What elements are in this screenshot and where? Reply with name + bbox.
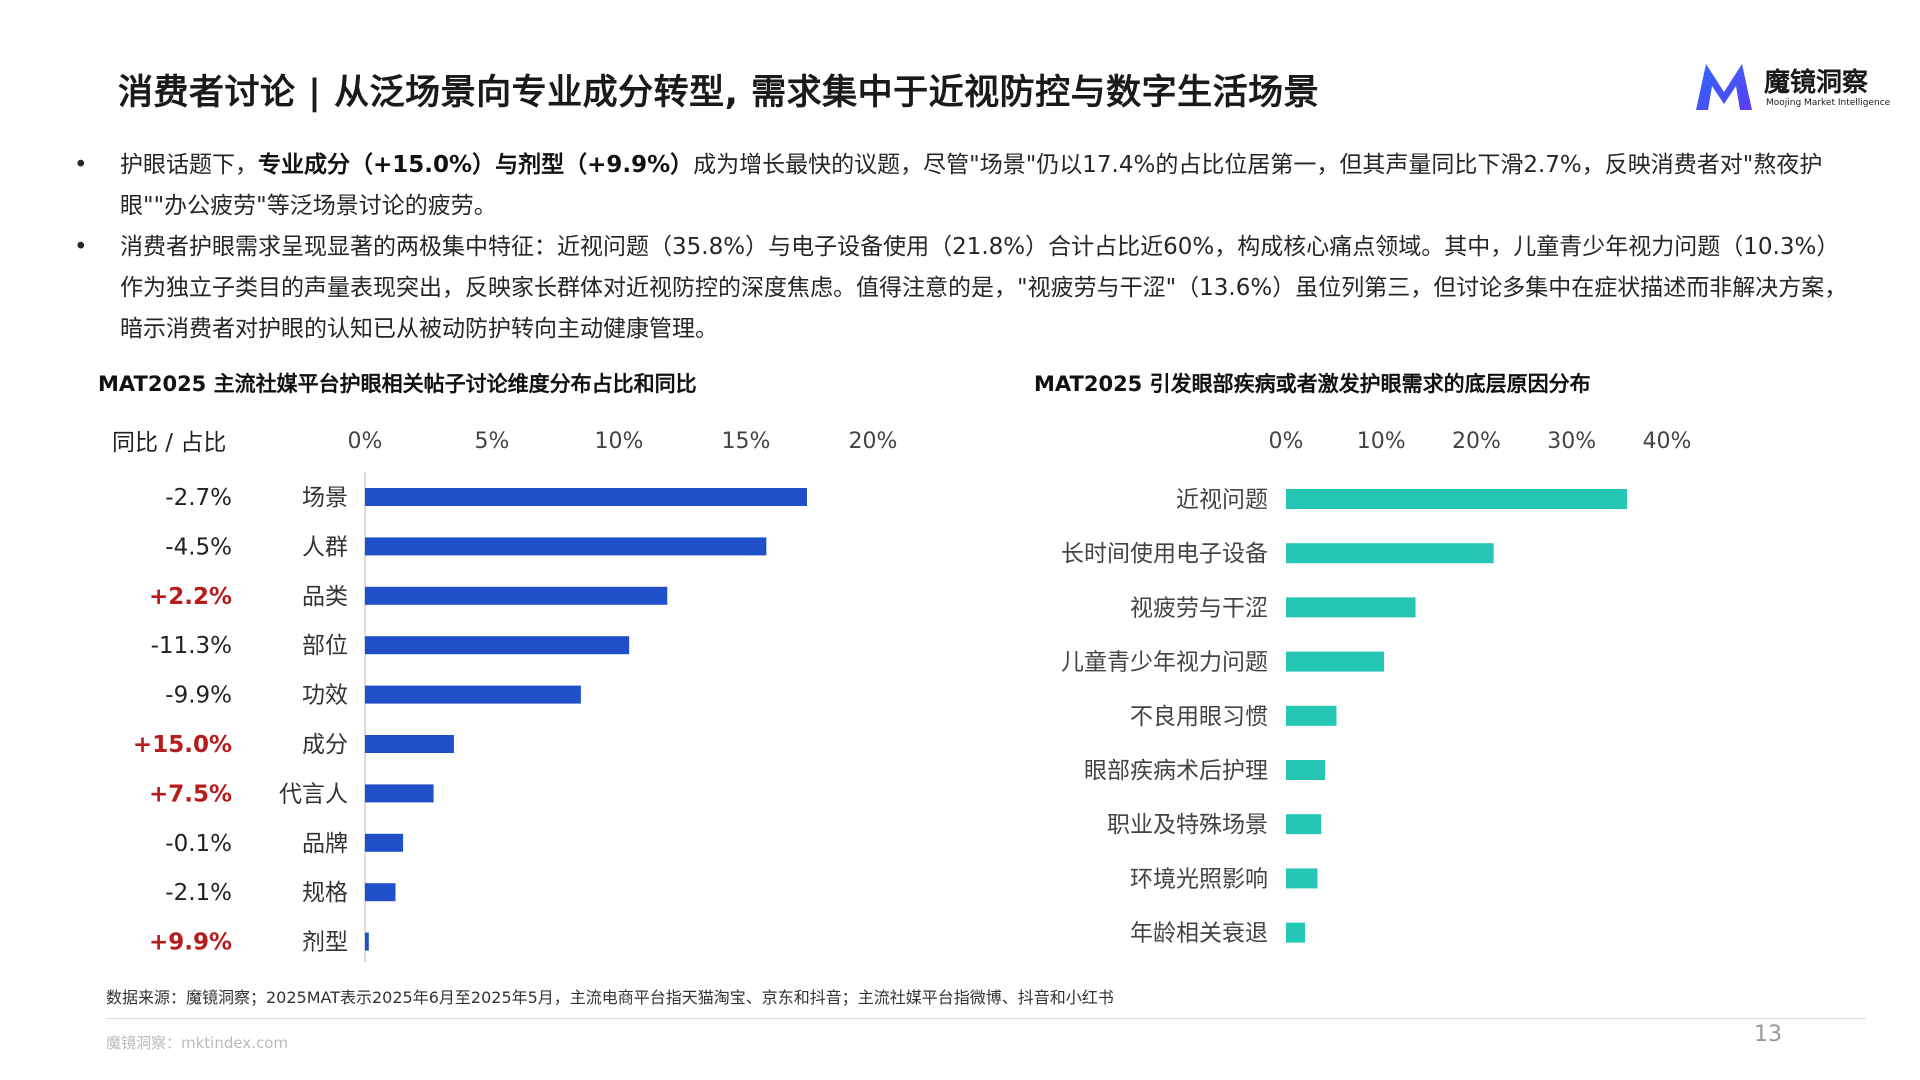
- category-label-right: 眼部疾病术后护理: [1084, 758, 1268, 784]
- category-label-left: 品牌: [302, 831, 348, 857]
- bar-left: [365, 488, 807, 506]
- category-label-right: 近视问题: [1176, 487, 1268, 513]
- bar-left: [365, 883, 396, 902]
- bar-left: [365, 932, 369, 951]
- yoy-label: +2.2%: [149, 584, 232, 610]
- category-label-left: 品类: [302, 584, 348, 610]
- category-label-right: 儿童青少年视力问题: [1061, 650, 1268, 676]
- x-tick-label-right: 40%: [1643, 429, 1692, 454]
- yoy-label: -4.5%: [165, 534, 232, 560]
- bar-right: [1286, 651, 1385, 672]
- x-tick-label-right: 30%: [1547, 429, 1596, 454]
- category-label-left: 成分: [302, 732, 348, 758]
- x-tick-label-right: 0%: [1269, 429, 1304, 454]
- bar-right: [1286, 760, 1326, 780]
- bar-left: [365, 586, 668, 605]
- footer-site: 魔镜洞察：mktindex.com: [106, 1034, 289, 1052]
- yoy-label: -11.3%: [151, 633, 232, 659]
- brand-logo: 魔镜洞察 Moojing Market Intelligence: [1692, 58, 1890, 114]
- yoy-label: +9.9%: [149, 930, 232, 956]
- category-label-right: 环境光照影响: [1130, 866, 1268, 892]
- page-title: 消费者讨论 | 从泛场景向专业成分转型, 需求集中于近视防控与数字生活场景: [118, 73, 1320, 113]
- category-label-left: 部位: [302, 633, 348, 659]
- x-tick-label-right: 10%: [1357, 429, 1406, 454]
- x-tick-label-right: 20%: [1452, 429, 1501, 454]
- bar-right: [1286, 922, 1306, 943]
- bar-left: [365, 784, 434, 803]
- logo-tagline: Moojing Market Intelligence: [1766, 98, 1891, 108]
- bullet-dot: •: [74, 234, 88, 260]
- bar-right: [1286, 543, 1494, 564]
- category-label-left: 代言人: [279, 781, 348, 807]
- footer-divider: [106, 1018, 1866, 1019]
- yoy-label: +7.5%: [149, 781, 232, 807]
- category-label-right: 职业及特殊场景: [1107, 812, 1268, 838]
- bullet-text-lead: 消费者护眼需求呈现显著的两极集中特征：近视问题（35.8%）与电子设备使用（21…: [120, 234, 1848, 342]
- bar-left: [365, 833, 404, 852]
- bullet-item: • 消费者护眼需求呈现显著的两极集中特征：近视问题（35.8%）与电子设备使用（…: [70, 227, 1850, 350]
- category-label-right: 年龄相关衰退: [1130, 921, 1268, 947]
- page-number: 13: [1754, 1022, 1782, 1047]
- yoy-label: -2.1%: [165, 880, 232, 906]
- bullet-item: • 护眼话题下，专业成分（+15.0%）与剂型（+9.9%）成为增长最快的议题，…: [70, 145, 1850, 227]
- bullet-text-bold: 专业成分（+15.0%）与剂型（+9.9%）: [258, 152, 694, 178]
- bar-right: [1286, 814, 1322, 835]
- x-tick-label-left: 15%: [722, 429, 771, 454]
- bar-left: [365, 685, 581, 704]
- bar-right: [1286, 705, 1337, 726]
- x-tick-label-left: 10%: [595, 429, 644, 454]
- bar-left: [365, 537, 767, 556]
- bar-right: [1286, 489, 1627, 509]
- category-label-right: 不良用眼习惯: [1130, 704, 1268, 730]
- chart-title-right: MAT2025 引发眼部疾病或者激发护眼需求的底层原因分布: [1034, 372, 1591, 396]
- yoy-label: -9.9%: [165, 683, 232, 709]
- bar-left: [365, 636, 630, 655]
- yoy-label: -0.1%: [165, 831, 232, 857]
- x-tick-label-left: 5%: [475, 429, 510, 454]
- summary-bullets: • 护眼话题下，专业成分（+15.0%）与剂型（+9.9%）成为增长最快的议题，…: [70, 145, 1850, 350]
- yoy-label: -2.7%: [165, 485, 232, 511]
- yoy-label: +15.0%: [133, 732, 232, 758]
- bullet-dot: •: [74, 152, 88, 178]
- category-label-right: 长时间使用电子设备: [1061, 541, 1268, 567]
- bar-right: [1286, 597, 1416, 618]
- bullet-text-lead: 护眼话题下，: [120, 152, 258, 178]
- bullet-text-rest: 成为增长最快的议题，尽管"场景"仍以17.4%的占比位居第一，但其声量同比下滑2…: [120, 152, 1823, 219]
- category-label-left: 功效: [302, 683, 348, 709]
- x-tick-label-left: 0%: [348, 429, 383, 454]
- logo-name: 魔镜洞察: [1764, 68, 1869, 98]
- data-source-footnote: 数据来源：魔镜洞察；2025MAT表示2025年6月至2025年5月，主流电商平…: [106, 988, 1114, 1007]
- category-label-left: 规格: [302, 880, 348, 906]
- category-label-left: 场景: [302, 485, 348, 511]
- moojing-logo-icon: [1696, 64, 1752, 110]
- category-label-right: 视疲劳与干涩: [1130, 595, 1268, 621]
- bar-right: [1286, 868, 1318, 889]
- chart-title-left: MAT2025 主流社媒平台护眼相关帖子讨论维度分布占比和同比: [98, 372, 697, 396]
- yoy-header: 同比 / 占比: [112, 430, 226, 456]
- category-label-left: 人群: [302, 534, 348, 560]
- bar-left: [365, 735, 454, 753]
- category-label-left: 剂型: [302, 930, 348, 956]
- x-tick-label-left: 20%: [849, 429, 898, 454]
